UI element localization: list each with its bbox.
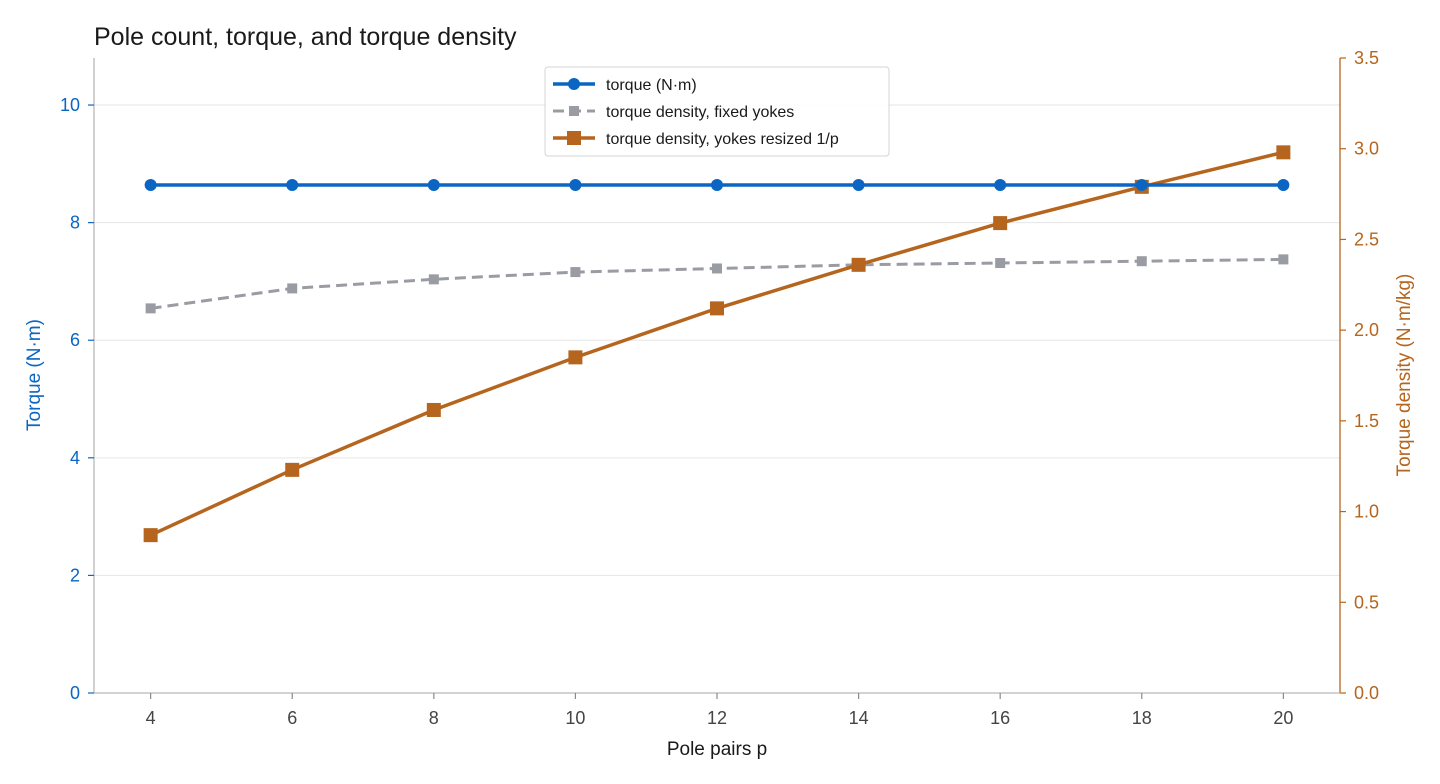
right-tick-label: 0.5 (1354, 592, 1379, 612)
x-tick-label: 18 (1132, 708, 1152, 728)
data-point (851, 257, 866, 272)
data-point (428, 274, 439, 285)
data-point (568, 350, 583, 365)
data-point (993, 216, 1008, 231)
data-point (1277, 179, 1290, 191)
legend-label: torque (N·m) (606, 77, 697, 94)
left-tick-label: 6 (70, 330, 80, 350)
x-axis-ticks: 4 6 8 10 12 14 16 18 20 (146, 693, 1293, 728)
legend-box (544, 66, 890, 157)
left-tick-label: 8 (70, 213, 80, 233)
right-tick-label: 2.5 (1354, 229, 1379, 249)
data-point (427, 179, 440, 191)
data-point (994, 179, 1007, 191)
data-point (285, 462, 300, 477)
left-tick-label: 4 (70, 448, 80, 468)
x-tick-label: 10 (565, 708, 585, 728)
data-point (712, 263, 722, 274)
x-axis-label: Pole pairs p (667, 739, 767, 760)
data-point (1135, 179, 1148, 191)
x-tick-label: 12 (707, 708, 727, 728)
legend: torque (N·m) torque density, fixed yokes t… (544, 66, 890, 157)
legend-swatch-marker (569, 106, 579, 116)
legend-swatch-marker (567, 131, 581, 145)
data-point (570, 267, 581, 278)
data-point (1276, 145, 1291, 160)
right-tick-label: 0.0 (1354, 683, 1379, 703)
data-point (143, 528, 158, 543)
x-tick-label: 16 (990, 708, 1010, 728)
right-tick-label: 2.0 (1354, 320, 1379, 340)
right-axis-ticks: 0.0 0.5 1.0 1.5 2.0 2.5 3.0 3.5 (1340, 48, 1379, 703)
data-point (144, 179, 157, 191)
series-line (149, 150, 1284, 537)
right-tick-label: 1.0 (1354, 502, 1379, 522)
left-axis-ticks: 0 2 4 6 8 10 (60, 95, 94, 703)
data-point (426, 402, 441, 417)
series-0 (144, 179, 1290, 191)
legend-label: torque density, yokes resized 1/p (606, 131, 839, 148)
data-point (1136, 256, 1147, 267)
right-tick-label: 1.5 (1354, 411, 1379, 431)
gridlines (94, 104, 1340, 694)
series-2 (143, 145, 1291, 543)
x-tick-label: 20 (1273, 708, 1293, 728)
chart-title: Pole count, torque, and torque density (94, 23, 517, 51)
data-point (286, 179, 299, 191)
data-point (145, 303, 156, 314)
data-point (569, 179, 582, 191)
right-axis-label: Torque density (N·m/kg) (1394, 274, 1415, 477)
data-point (287, 283, 298, 294)
legend-label: torque density, fixed yokes (606, 104, 794, 121)
data-point (852, 179, 865, 191)
x-tick-label: 6 (287, 708, 297, 728)
data-point (711, 179, 723, 191)
data-point (995, 258, 1006, 269)
right-tick-label: 3.5 (1354, 48, 1379, 68)
left-tick-label: 0 (70, 683, 80, 703)
x-tick-label: 14 (849, 708, 869, 728)
data-point (710, 301, 724, 316)
left-axis-label: Torque (N·m) (24, 319, 45, 431)
legend-swatch-marker (568, 78, 580, 90)
data-point (1278, 254, 1289, 265)
x-tick-label: 4 (146, 708, 156, 728)
left-tick-label: 10 (60, 95, 80, 115)
series-layer (143, 145, 1291, 543)
right-tick-label: 3.0 (1354, 139, 1379, 159)
left-tick-label: 2 (70, 565, 80, 585)
x-tick-label: 8 (429, 708, 439, 728)
